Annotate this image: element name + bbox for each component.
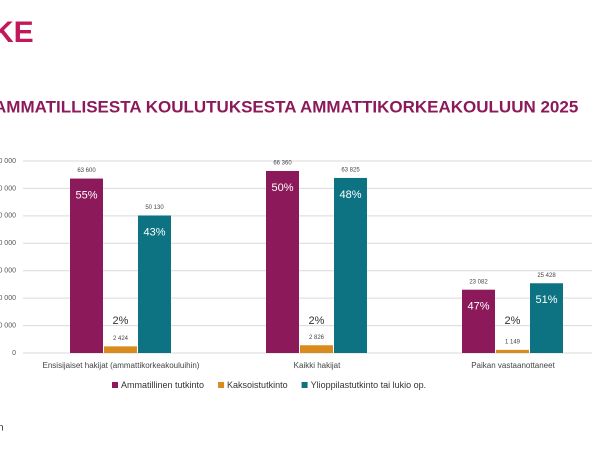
x-tick-label: Paikan vastaanottaneet xyxy=(471,361,555,370)
legend-label: Ammatillinen tutkinto xyxy=(121,380,204,390)
bar xyxy=(496,349,529,353)
value-label: 2 826 xyxy=(309,335,325,341)
y-tick-label: 40 000 xyxy=(0,240,16,247)
share-label: 47% xyxy=(467,301,489,313)
share-label: 48% xyxy=(339,189,361,201)
y-tick-label: 0 xyxy=(12,350,16,357)
value-label: 25 428 xyxy=(537,273,556,279)
value-label: 66 360 xyxy=(273,161,292,167)
value-label: 23 082 xyxy=(469,279,488,285)
chart-title: AMMATILLISESTA KOULUTUKSESTA AMMATTIKORK… xyxy=(0,97,578,116)
footnote: n xyxy=(0,423,4,434)
value-label: 50 130 xyxy=(145,205,164,211)
value-label: 1 149 xyxy=(505,339,521,345)
bar xyxy=(266,170,299,353)
bar xyxy=(300,345,333,353)
legend-label: Ylioppilastutkinto tai lukio op. xyxy=(311,380,427,390)
legend-label: Kaksoistutkinto xyxy=(227,380,288,390)
bar xyxy=(462,289,495,353)
bar xyxy=(530,283,563,353)
legend-swatch xyxy=(112,382,118,388)
value-label: 63 825 xyxy=(341,168,360,174)
logo: KE xyxy=(0,16,34,49)
share-label: 2% xyxy=(505,315,521,327)
share-label: 2% xyxy=(113,315,129,327)
legend-swatch xyxy=(218,382,225,388)
bar xyxy=(334,177,367,353)
share-label: 2% xyxy=(309,315,325,327)
bar xyxy=(70,178,103,353)
y-tick-label: 30 000 xyxy=(0,268,16,275)
share-label: 43% xyxy=(143,226,165,238)
bar xyxy=(104,346,137,353)
y-tick-label: 70 000 xyxy=(0,158,16,165)
share-label: 55% xyxy=(75,189,97,201)
value-label: 63 600 xyxy=(77,168,96,174)
x-tick-label: Kaikki hakijat xyxy=(294,361,341,370)
y-tick-label: 60 000 xyxy=(0,185,16,192)
y-tick-label: 20 000 xyxy=(0,295,16,302)
x-tick-label: Ensisijaiset hakijat (ammattikorkeakoulu… xyxy=(43,361,200,370)
value-label: 2 424 xyxy=(113,336,129,342)
bar xyxy=(138,215,171,353)
share-label: 51% xyxy=(535,294,557,306)
legend-swatch xyxy=(301,382,308,388)
y-tick-label: 50 000 xyxy=(0,213,16,220)
share-label: 50% xyxy=(271,182,293,194)
y-tick-label: 10 000 xyxy=(0,322,16,329)
